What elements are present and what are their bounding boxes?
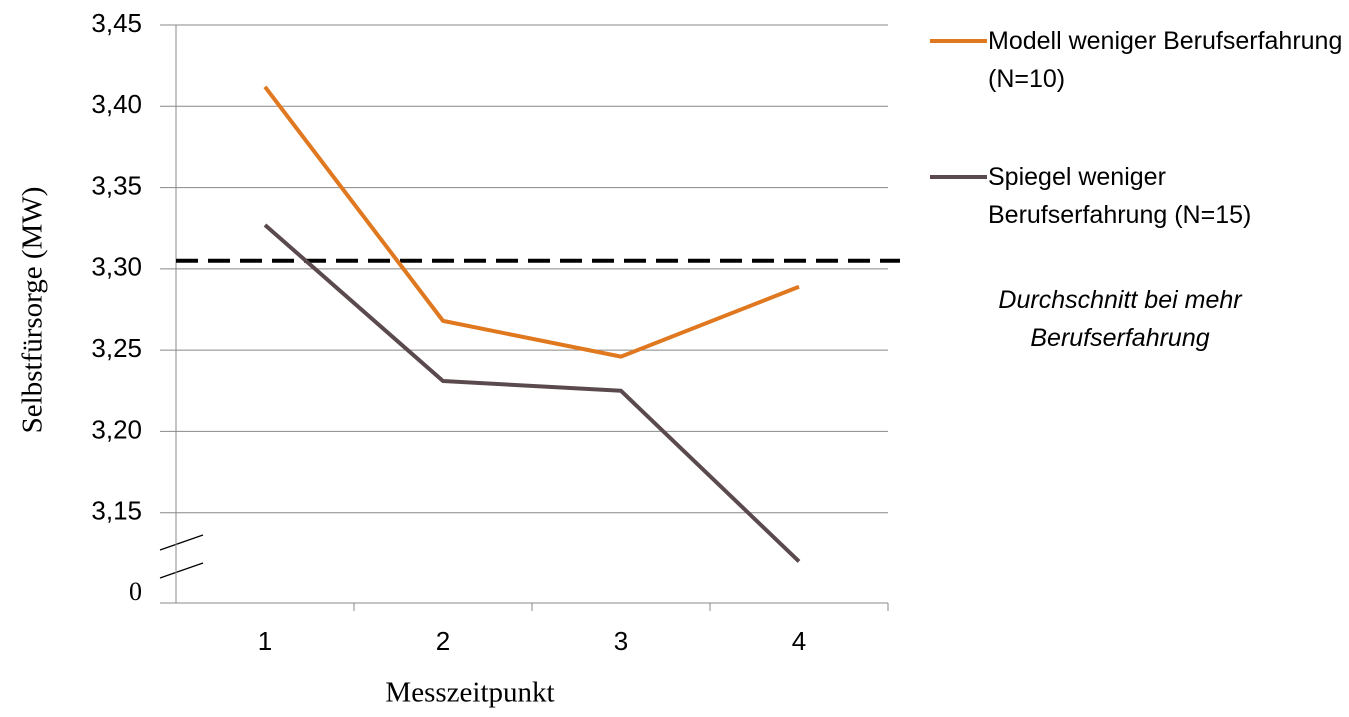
y-tick-label: 0 bbox=[129, 577, 142, 606]
y-tick-label: 3,20 bbox=[91, 414, 142, 444]
x-axis-title: Messzeitpunkt bbox=[385, 677, 554, 709]
y-tick-label: 3,40 bbox=[91, 89, 142, 119]
y-tick-label: 3,30 bbox=[91, 252, 142, 282]
x-tick-label: 1 bbox=[258, 626, 272, 656]
series-line bbox=[263, 223, 801, 563]
y-tick-label: 3,25 bbox=[91, 333, 142, 363]
y-axis-title: Selbstfürsorge (MW) bbox=[17, 187, 49, 434]
y-tick-label: 3,35 bbox=[91, 170, 142, 200]
legend-label: Modell weniger Berufserfahrung (N=10) bbox=[988, 27, 1343, 93]
x-tick-label: 4 bbox=[792, 626, 806, 656]
axis-break bbox=[159, 534, 204, 551]
axis-break bbox=[159, 562, 204, 579]
x-tick-label: 3 bbox=[614, 626, 628, 656]
y-tick-label: 3,45 bbox=[91, 8, 142, 38]
series-line bbox=[263, 85, 800, 359]
x-tick-label: 2 bbox=[436, 626, 450, 656]
y-tick-label: 3,15 bbox=[91, 496, 142, 526]
reference-label: Durchschnitt bei mehr Berufserfahrung bbox=[998, 286, 1242, 352]
legend-label: Spiegel weniger Berufserfahrung (N=15) bbox=[988, 163, 1252, 229]
